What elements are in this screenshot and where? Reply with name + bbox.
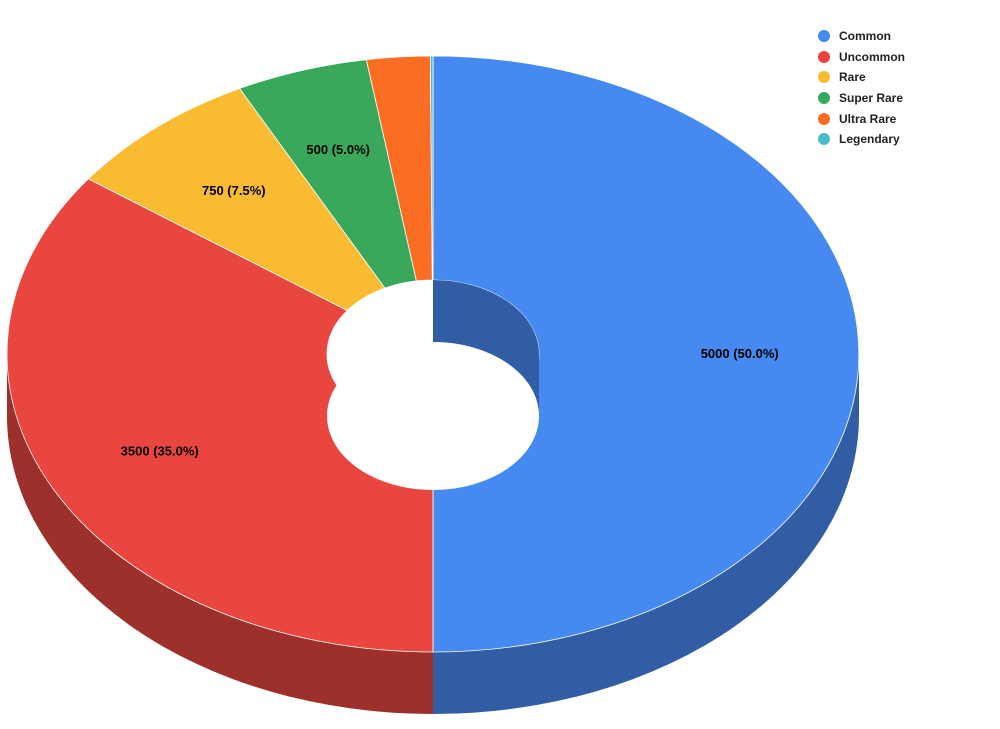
- legend-item-ultra-rare[interactable]: Ultra Rare: [818, 108, 905, 129]
- slice-label-common: 5000 (50.0%): [701, 346, 779, 361]
- slice-side-uncommon: [7, 354, 433, 714]
- legend-label: Ultra Rare: [839, 111, 897, 126]
- legend-item-super-rare[interactable]: Super Rare: [818, 88, 905, 109]
- slice-label-uncommon: 3500 (35.0%): [121, 443, 199, 458]
- donut-hole: [327, 280, 539, 490]
- inner-wall-common: [433, 280, 539, 416]
- legend-label: Uncommon: [839, 49, 905, 64]
- slice-label-rare: 750 (7.5%): [202, 183, 266, 198]
- legend-swatch: [818, 112, 830, 125]
- legend-swatch: [818, 30, 830, 43]
- legend-label: Rare: [839, 70, 866, 85]
- legend-label: Legendary: [839, 132, 900, 147]
- legend-item-legendary[interactable]: Legendary: [818, 129, 905, 150]
- legend-swatch: [818, 71, 830, 84]
- legend-item-common[interactable]: Common: [818, 26, 905, 47]
- slice-side-common: [433, 354, 859, 714]
- legend-label: Super Rare: [839, 91, 904, 106]
- legend-swatch: [818, 92, 830, 105]
- hole-opening: [327, 342, 539, 490]
- legend-swatch: [818, 50, 830, 63]
- legend-item-rare[interactable]: Rare: [818, 67, 905, 88]
- legend-label: Common: [839, 29, 891, 44]
- slice-label-super-rare: 500 (5.0%): [306, 142, 370, 157]
- slice-rare: [87, 88, 386, 311]
- legend-item-uncommon[interactable]: Uncommon: [818, 47, 905, 68]
- legend: Common Uncommon Rare Super Rare Ultra Rare Le…: [818, 26, 905, 150]
- legend-swatch: [818, 133, 830, 146]
